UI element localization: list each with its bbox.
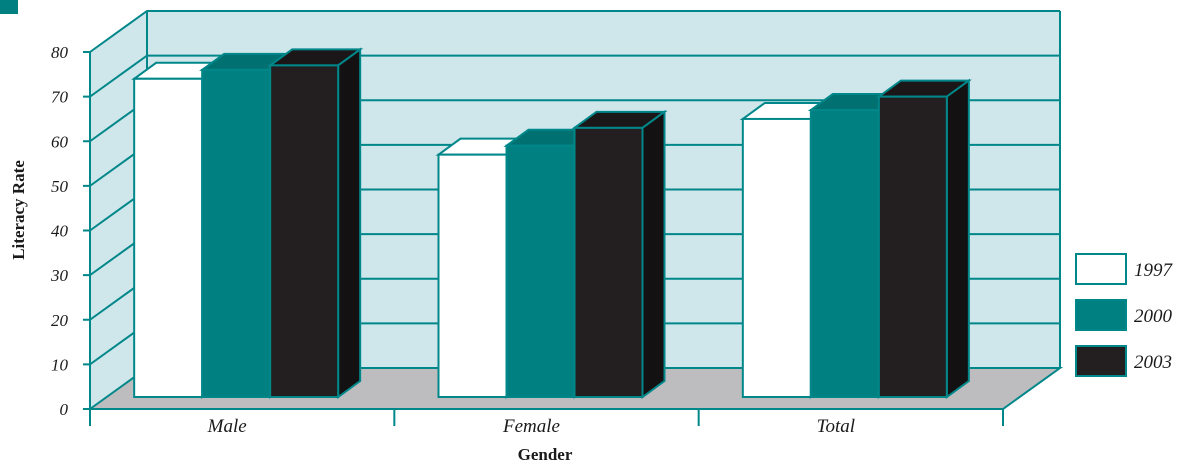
bar-front	[741, 117, 812, 398]
y-axis-title: Literacy Rate	[9, 160, 28, 260]
y-tick-label: 80	[51, 43, 69, 62]
bar-front	[437, 153, 508, 398]
x-axis-ticks: Male Female Total	[89, 409, 1004, 437]
x-tick-label: Total	[817, 416, 855, 437]
legend-label: 2003	[1134, 352, 1172, 373]
bar-front	[201, 68, 272, 398]
bar-side	[945, 78, 970, 399]
corner-accent	[0, 0, 18, 14]
bar-front	[877, 95, 948, 398]
y-axis-ticks: 0 10 20 30 40 50 60 70 80	[50, 43, 90, 419]
bar-side	[337, 47, 362, 399]
y-tick-label: 0	[60, 400, 69, 419]
legend-swatch	[1075, 253, 1127, 285]
bar	[571, 109, 668, 399]
bar	[875, 78, 972, 399]
bar-front	[505, 144, 576, 398]
bar	[267, 47, 364, 399]
bar-side	[641, 109, 666, 399]
legend-swatch	[1075, 345, 1127, 377]
x-tick-label: Female	[502, 416, 560, 437]
chart-bars	[131, 47, 972, 399]
legend-label: 2000	[1134, 306, 1173, 327]
chart-legend: 1997 2000 2003	[1075, 253, 1174, 377]
y-tick-label: 10	[51, 355, 69, 374]
bar-front	[809, 109, 880, 398]
y-tick-label: 50	[51, 177, 69, 196]
y-tick-label: 30	[50, 266, 69, 285]
bar-front	[573, 126, 644, 399]
y-tick-label: 70	[51, 88, 69, 107]
y-tick-label: 60	[51, 132, 69, 151]
y-tick-label: 20	[51, 311, 69, 330]
bar-front	[269, 64, 340, 398]
y-tick-label: 40	[51, 222, 69, 241]
bar-front	[133, 77, 204, 399]
x-tick-label: Male	[207, 416, 247, 437]
x-axis-title: Gender	[518, 445, 573, 464]
legend-swatch	[1075, 299, 1127, 331]
legend-label: 1997	[1134, 260, 1174, 281]
